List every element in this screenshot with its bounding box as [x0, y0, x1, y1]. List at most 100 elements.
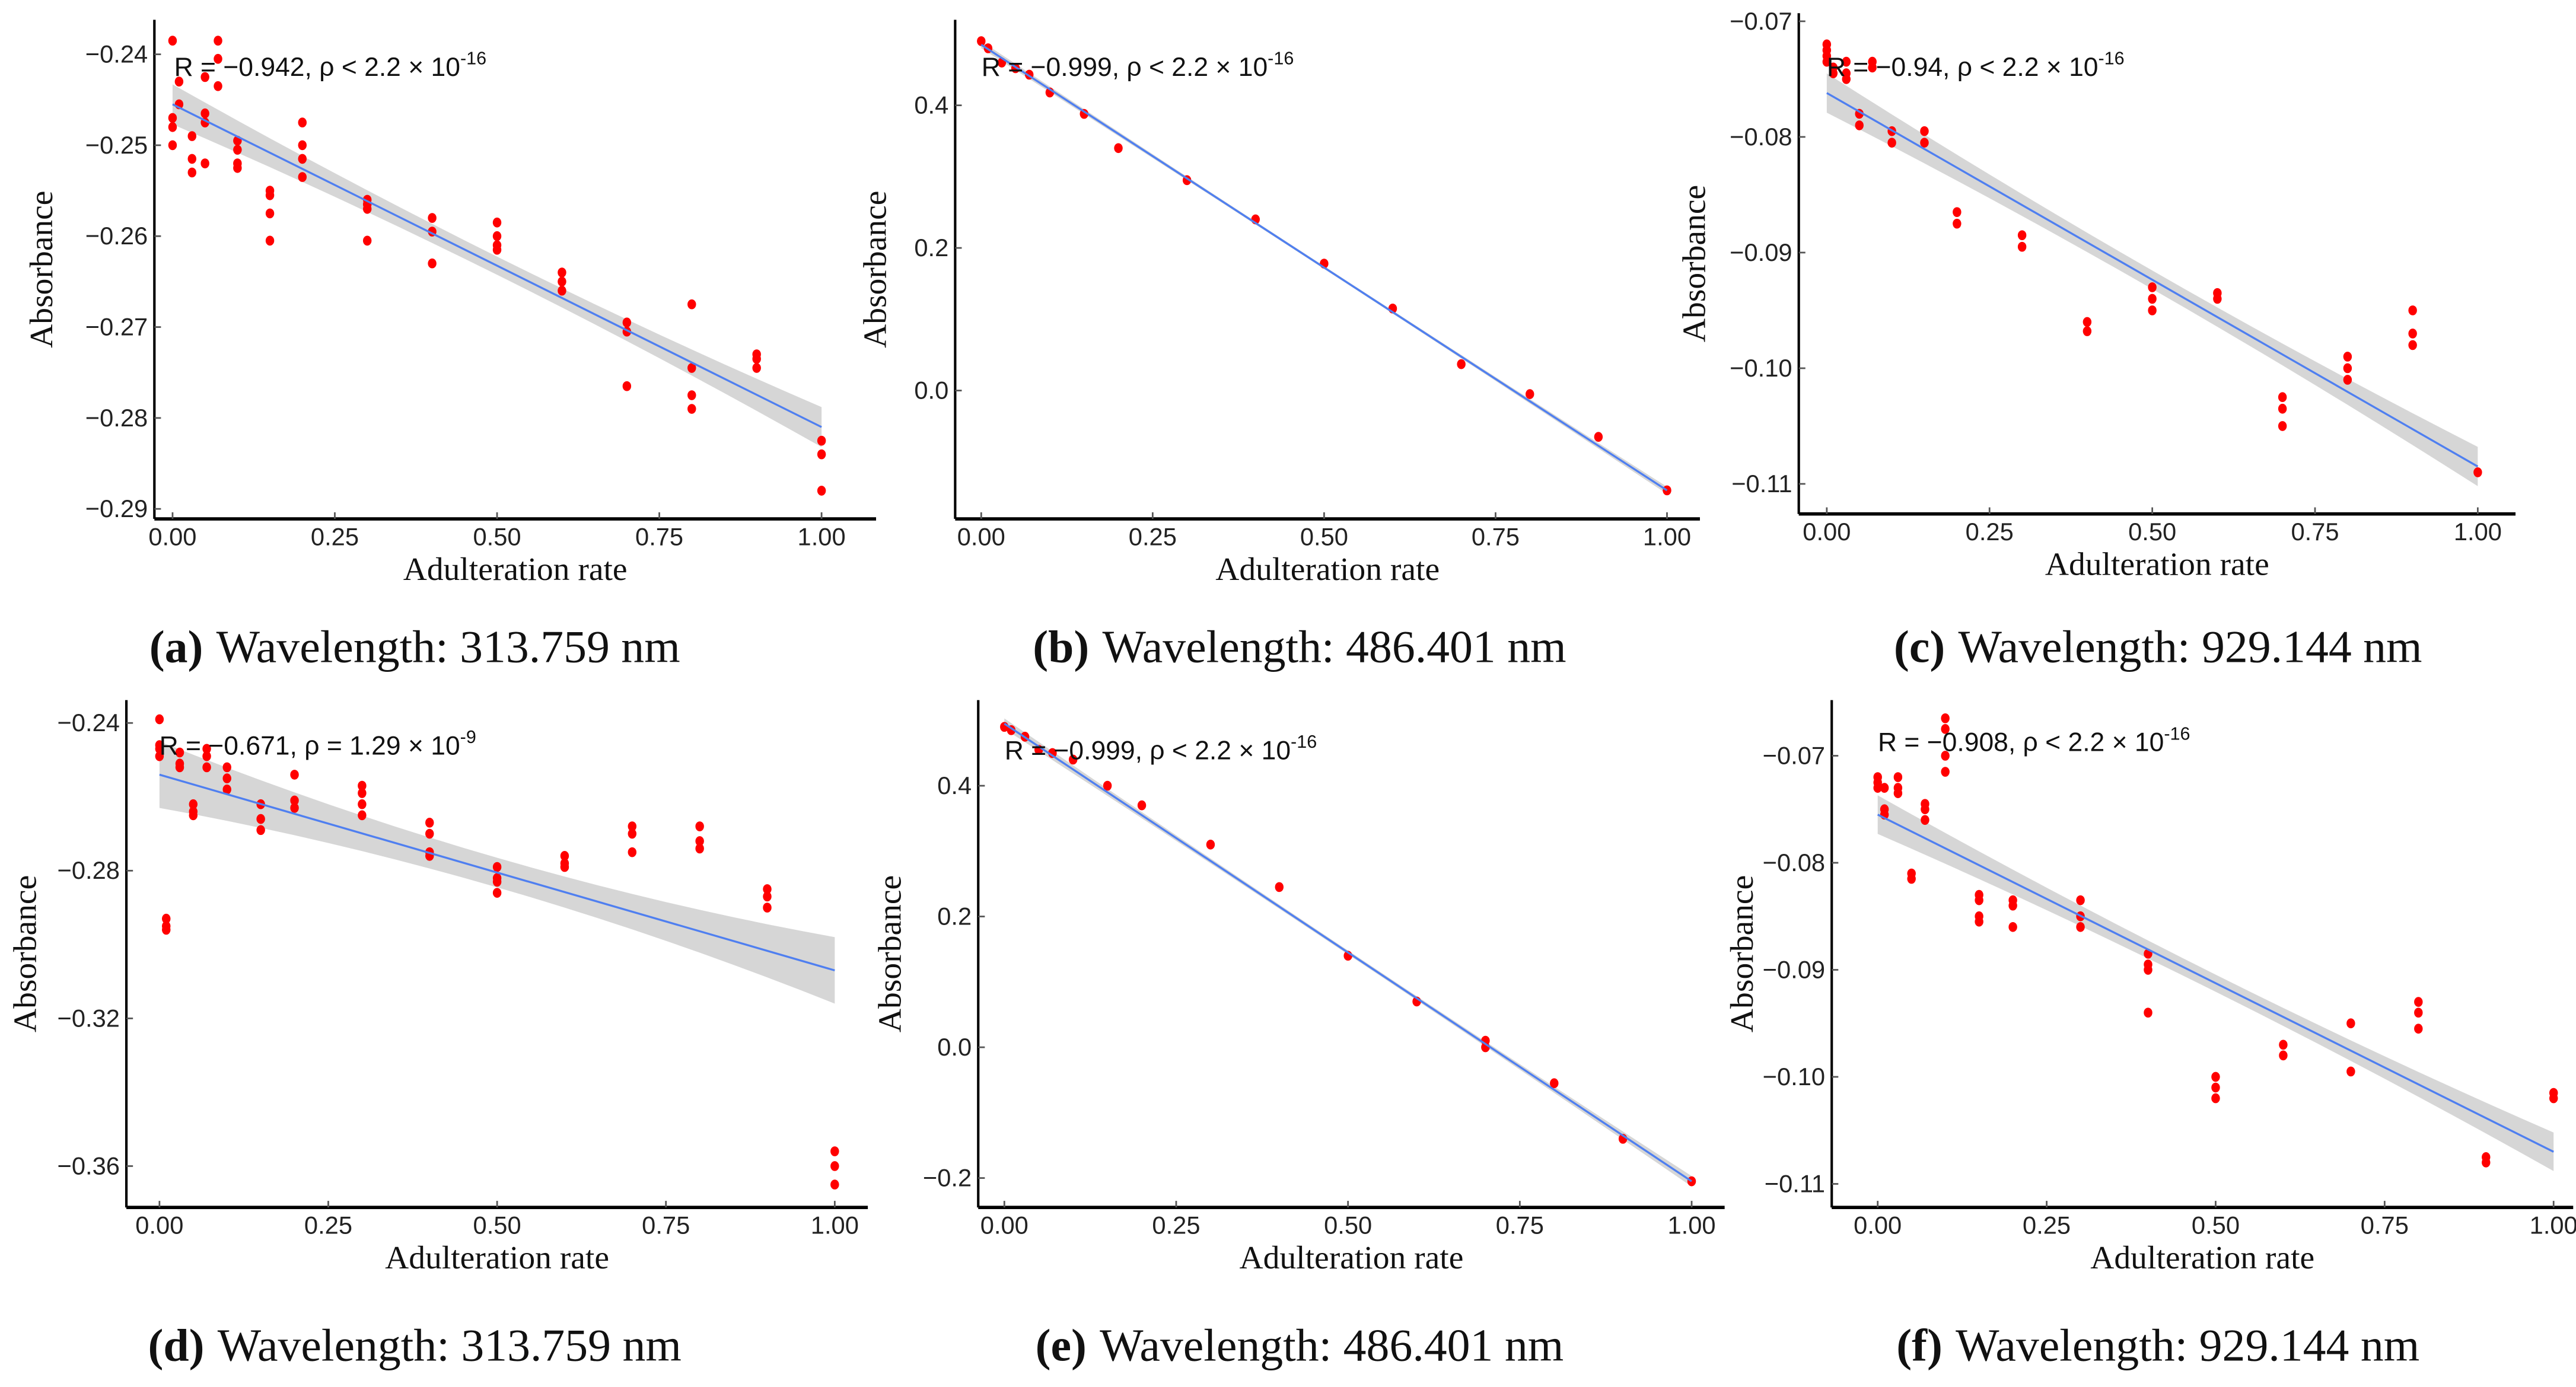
x-tick-label: 0.75: [1472, 522, 1520, 550]
y-tick-label: 0.4: [937, 771, 972, 799]
y-axis-label: Absorbance: [857, 191, 894, 348]
data-point: [1941, 724, 1950, 734]
caption-text: Wavelength: 486.401 nm: [1103, 621, 1566, 672]
panel-caption: (d) Wavelength: 313.759 nm: [148, 1320, 682, 1371]
data-point: [2008, 922, 2017, 932]
data-point: [1907, 873, 1916, 884]
caption-text: Wavelength: 313.759 nm: [216, 621, 680, 672]
panel-f: 0.00 0.25 0.50 0.75 1.00 −0.07 −0.08 −0.09 −0.10…: [1724, 700, 2576, 1371]
x-axis-label: Adulteration rate: [403, 551, 628, 588]
regression-line: [172, 103, 822, 428]
x-tick-label: 0.75: [635, 522, 683, 550]
x-axis-label: Adulteration rate: [1215, 551, 1440, 588]
x-tick-label: 1.00: [2530, 1211, 2576, 1239]
x-tick-label: 0.75: [1496, 1211, 1544, 1239]
x-tick-label: 0.25: [1966, 518, 2014, 546]
data-point: [1975, 916, 1983, 927]
correlation-annotation: R = −0.942, ρ < 2.2 × 10-16: [174, 48, 487, 81]
y-tick-label: −0.24: [85, 40, 148, 68]
y-tick-label: −0.08: [1763, 849, 1825, 876]
y-tick-label: 0.2: [914, 234, 948, 262]
data-point: [2408, 340, 2417, 350]
y-tick-label: −0.26: [85, 222, 148, 250]
x-tick-label: 0.50: [2192, 1211, 2240, 1239]
x-tick-label: 0.25: [311, 522, 359, 550]
panel-caption: (f) Wavelength: 929.144 nm: [1896, 1320, 2419, 1371]
data-point: [265, 235, 275, 246]
data-point: [265, 190, 275, 200]
annotation-main: R = −0.999, ρ < 2.2 × 10: [982, 53, 1268, 82]
y-tick-label: −0.07: [1763, 741, 1825, 769]
data-point: [1893, 788, 1903, 798]
data-point: [2414, 997, 2423, 1007]
data-point: [168, 140, 177, 151]
panel-c: 0.00 0.25 0.50 0.75 1.00 −0.07 −0.08 −0.09 −0.10…: [1676, 7, 2516, 672]
data-point: [362, 203, 372, 214]
y-tick-label: −0.24: [58, 709, 120, 736]
data-point: [168, 122, 177, 132]
annotation-exponent: -16: [1268, 48, 1294, 68]
data-point: [2213, 294, 2222, 304]
y-tick-label: −0.11: [1765, 1169, 1825, 1197]
y-axis-label: Absorbance: [23, 191, 60, 348]
y-tick-label: −0.10: [1763, 1063, 1825, 1091]
data-point: [358, 810, 367, 821]
correlation-annotation: R = −0.94, ρ < 2.2 × 10-16: [1827, 48, 2125, 81]
x-tick-label: 0.00: [980, 1211, 1029, 1239]
data-point: [830, 1146, 839, 1156]
data-point: [1887, 138, 1896, 148]
data-point: [187, 131, 196, 141]
data-point: [155, 751, 164, 761]
panel-a: 0.00 0.25 0.50 0.75 1.00 −0.24 −0.25 −0.26 −0.27…: [23, 20, 877, 672]
data-point: [492, 244, 502, 255]
data-point: [628, 828, 637, 839]
data-point: [763, 891, 772, 902]
regression-line: [1826, 92, 2479, 468]
y-tick-label: −0.36: [58, 1152, 120, 1179]
data-point: [298, 154, 307, 164]
data-point: [2279, 1040, 2288, 1050]
data-point: [222, 773, 231, 783]
y-tick-label: −0.32: [58, 1004, 120, 1032]
panel-caption: (a) Wavelength: 313.759 nm: [149, 621, 680, 672]
y-tick-label: −0.2: [923, 1163, 972, 1191]
data-point: [425, 818, 434, 828]
data-point: [687, 299, 696, 310]
data-point: [695, 843, 704, 854]
data-point: [1080, 109, 1088, 119]
y-tick-label: −0.29: [85, 495, 148, 522]
data-point: [622, 317, 632, 328]
data-point: [2278, 392, 2287, 403]
data-point: [830, 1179, 839, 1190]
data-point: [175, 762, 184, 773]
data-point: [695, 821, 704, 831]
caption-text: Wavelength: 929.144 nm: [1956, 1320, 2419, 1371]
data-point: [425, 828, 434, 839]
y-tick-label: −0.07: [1730, 7, 1792, 35]
data-point: [1873, 783, 1882, 793]
data-point: [2017, 230, 2027, 241]
data-point: [558, 276, 566, 287]
x-axis-label: Adulteration rate: [2090, 1239, 2314, 1276]
data-point: [1206, 839, 1215, 850]
caption-text: Wavelength: 929.144 nm: [1958, 621, 2422, 672]
data-point: [162, 924, 171, 935]
data-point: [2408, 329, 2417, 339]
y-tick-label: −0.27: [85, 313, 148, 340]
data-point: [1921, 804, 1929, 815]
data-point: [2148, 282, 2157, 292]
annotation-exponent: -16: [2164, 723, 2190, 744]
data-point: [290, 803, 299, 813]
regression-line: [980, 44, 1668, 492]
y-tick-label: −0.28: [58, 856, 120, 884]
data-point: [202, 751, 211, 761]
data-point: [1855, 120, 1864, 130]
data-point: [1941, 767, 1950, 777]
data-point: [233, 145, 242, 155]
correlation-annotation: R = −0.908, ρ < 2.2 × 10-16: [1878, 723, 2190, 757]
data-point: [2148, 294, 2157, 304]
data-point: [202, 762, 211, 773]
data-point: [1975, 895, 1983, 905]
x-tick-label: 1.00: [798, 522, 846, 550]
